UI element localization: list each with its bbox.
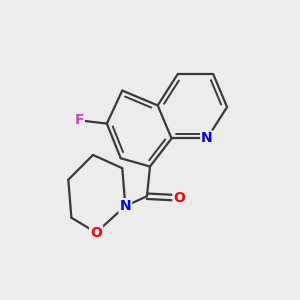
Text: N: N — [119, 199, 131, 213]
Text: O: O — [90, 226, 102, 240]
Text: F: F — [74, 113, 84, 127]
Text: O: O — [173, 191, 185, 205]
Text: N: N — [201, 131, 213, 146]
